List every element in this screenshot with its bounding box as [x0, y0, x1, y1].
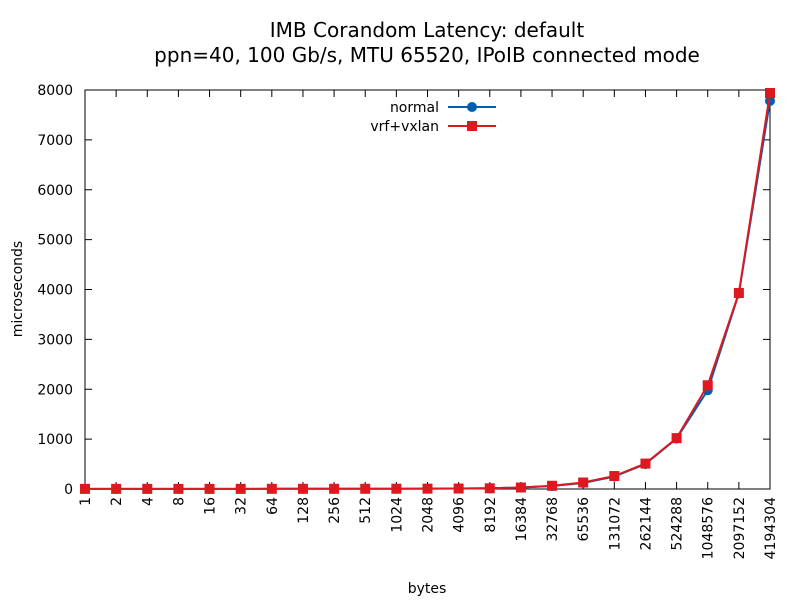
data-point: [547, 480, 558, 491]
x-tick-label: 65536: [576, 497, 592, 542]
y-tick-label: 1000: [37, 432, 73, 448]
x-tick-label: 1: [78, 497, 94, 506]
x-tick-label: 524288: [670, 497, 686, 550]
data-point: [142, 483, 153, 494]
data-point: [297, 483, 308, 494]
series-vrf-vxlan: [80, 87, 775, 494]
y-tick-label: 8000: [37, 83, 73, 99]
legend-label: vrf+vxlan: [370, 119, 439, 135]
x-axis-label: bytes: [408, 581, 447, 597]
y-tick-label: 2000: [37, 382, 73, 398]
x-tick-label: 4194304: [763, 497, 779, 559]
data-point: [515, 482, 526, 493]
x-tick-label: 131072: [607, 497, 623, 550]
x-tick-label: 4: [140, 497, 156, 506]
chart-title: IMB Corandom Latency: default: [270, 18, 585, 42]
y-tick-label: 5000: [37, 233, 73, 249]
data-point: [235, 483, 246, 494]
y-tick-label: 0: [64, 482, 73, 498]
y-tick-label: 6000: [37, 183, 73, 199]
chart-subtitle: ppn=40, 100 Gb/s, MTU 65520, IPoIB conne…: [154, 43, 700, 67]
x-tick-label: 16: [203, 497, 219, 515]
legend: normal vrf+vxlan: [370, 100, 496, 135]
data-point: [111, 483, 122, 494]
legend-item: vrf+vxlan: [370, 119, 496, 135]
data-point: [609, 471, 620, 482]
data-point: [422, 483, 433, 494]
data-point: [640, 458, 651, 469]
data-point: [733, 287, 744, 298]
x-tick-label: 1048576: [701, 497, 717, 559]
x-tick-label: 128: [296, 497, 312, 524]
data-point: [702, 380, 713, 391]
series-line: [85, 92, 771, 490]
legend-marker: [467, 121, 477, 131]
data-point: [360, 483, 371, 494]
y-tick-label: 3000: [37, 332, 73, 348]
data-point: [204, 483, 215, 494]
series-normal: [80, 95, 775, 494]
y-axis-label: microseconds: [10, 241, 26, 337]
x-tick-label: 4096: [452, 497, 468, 533]
x-axis: 1 2 4 8 16 32 64 128 256 512 1024 2048 4096 8192 16384…: [78, 90, 779, 559]
data-point: [80, 483, 90, 494]
data-point: [671, 433, 682, 444]
legend-label: normal: [390, 100, 439, 116]
x-tick-label: 8192: [483, 497, 499, 533]
x-tick-label: 64: [265, 497, 281, 515]
legend-item: normal: [390, 100, 496, 116]
x-tick-label: 512: [358, 497, 374, 524]
x-tick-label: 256: [327, 497, 343, 524]
x-tick-label: 262144: [638, 497, 654, 551]
series-layer: [80, 87, 775, 494]
x-tick-label: 8: [171, 497, 187, 506]
y-tick-label: 4000: [37, 283, 73, 299]
x-tick-label: 2097152: [732, 497, 748, 559]
x-tick-label: 2048: [421, 497, 437, 533]
data-point: [391, 483, 402, 494]
x-tick-label: 2: [109, 497, 125, 506]
x-tick-label: 16384: [514, 497, 530, 542]
y-tick-label: 7000: [37, 133, 73, 149]
data-point: [453, 483, 464, 494]
x-tick-label: 32: [234, 497, 250, 515]
data-point: [329, 483, 340, 494]
x-tick-label: 32768: [545, 497, 561, 542]
data-point: [578, 477, 589, 488]
y-axis: 0 1000 2000 3000 4000 5000 6000 7000 8000: [37, 83, 770, 498]
series-line: [85, 100, 771, 490]
data-point: [266, 483, 277, 494]
data-point: [765, 87, 775, 98]
x-tick-label: 1024: [389, 497, 405, 533]
data-point: [484, 483, 495, 494]
plot-frame: [84, 89, 771, 490]
data-point: [173, 483, 184, 494]
legend-marker: [467, 102, 477, 112]
